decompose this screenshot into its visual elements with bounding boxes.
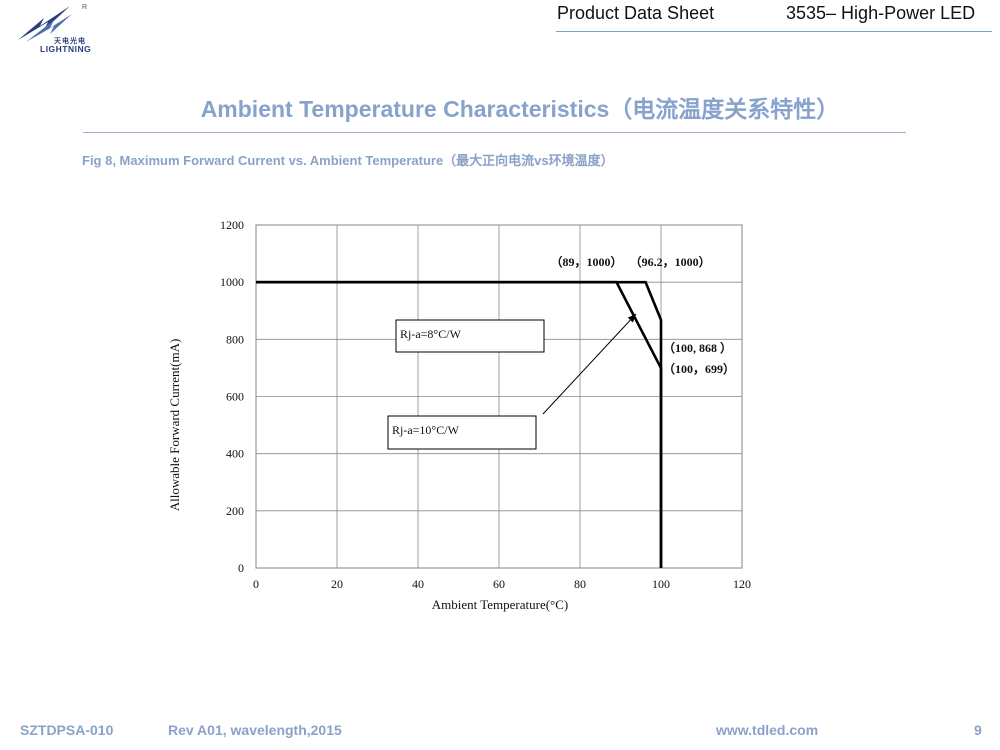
chart-annotations: （89，1000） （96.2，1000） （100, 868 ） （100，699） <box>550 254 735 376</box>
y-tick-label: 400 <box>226 447 244 461</box>
title-divider <box>83 132 906 133</box>
x-tick-label: 40 <box>412 577 424 591</box>
chart-series <box>256 280 663 568</box>
lightning-logo-icon <box>18 6 72 42</box>
y-tick-label: 800 <box>226 332 244 346</box>
label-box-text: Rj-a=8°C/W <box>400 327 462 341</box>
footer-website: www.tdled.com <box>716 722 819 738</box>
point-annotation: （89，1000） <box>550 254 622 269</box>
pointer-arrow-head <box>627 314 636 323</box>
series-line-rja-10 <box>256 280 663 568</box>
point-annotation: （100，699） <box>663 361 735 376</box>
x-tick-label: 120 <box>733 577 751 591</box>
label-box-text: Rj-a=10°C/W <box>392 423 460 437</box>
x-tick-label: 100 <box>652 577 670 591</box>
registered-mark: R <box>82 4 88 11</box>
footer-page-number: 9 <box>974 722 982 738</box>
x-tick-label: 80 <box>574 577 586 591</box>
y-tick-label: 1200 <box>220 218 244 232</box>
footer-doc-code: SZTDPSA-010 <box>20 722 114 738</box>
figure-caption: Fig 8, Maximum Forward Current vs. Ambie… <box>82 153 614 168</box>
brand-name-en: LIGHTNING <box>40 44 92 54</box>
product-name: 3535– High-Power LED <box>786 3 976 23</box>
document-type: Product Data Sheet <box>557 3 715 23</box>
chart-grid <box>255 224 743 569</box>
y-tick-label: 200 <box>226 504 244 518</box>
x-tick-label: 20 <box>331 577 343 591</box>
brand-name-cn: 天电光电 <box>54 38 86 45</box>
label-box <box>395 319 545 353</box>
point-annotation: （96.2，1000） <box>630 254 711 269</box>
y-tick-label: 600 <box>226 390 244 404</box>
label-box <box>387 415 537 450</box>
page-title: Ambient Temperature Characteristics（电流温度… <box>200 96 840 122</box>
footer-revision: Rev A01, wavelength,2015 <box>168 722 342 738</box>
company-logo: R 天电光电 LIGHTNING <box>14 4 100 54</box>
x-tick-label: 60 <box>493 577 505 591</box>
header-divider <box>556 31 992 32</box>
chart-label-boxes: Rj-a=8°C/W Rj-a=10°C/W <box>387 313 637 450</box>
y-tick-label: 0 <box>238 561 244 575</box>
x-axis-label: Ambient Temperature(°C) <box>432 597 569 612</box>
x-tick-label: 0 <box>253 577 259 591</box>
point-annotation: （100, 868 ） <box>663 340 732 355</box>
y-tick-label: 1000 <box>220 275 244 289</box>
pointer-arrow-line <box>542 313 637 415</box>
y-axis-label: Allowable Forward Current(mA) <box>167 339 182 512</box>
